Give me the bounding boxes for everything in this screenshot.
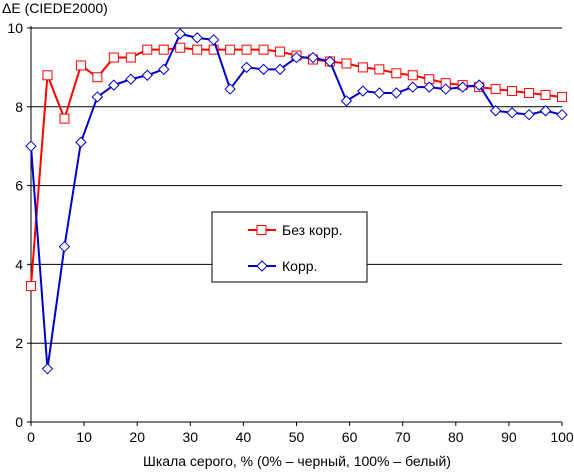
- data-point: [225, 44, 236, 55]
- data-point: [58, 240, 71, 253]
- y-tick-label: 6: [15, 178, 23, 194]
- legend: Без корр. Корр.: [211, 211, 368, 283]
- data-point: [557, 91, 567, 102]
- x-tick-label: 20: [129, 429, 145, 445]
- x-tick-label: 30: [183, 429, 199, 445]
- data-point: [92, 72, 103, 83]
- y-tick-label: 10: [7, 20, 23, 36]
- x-tick-label: 50: [289, 429, 305, 445]
- data-point: [340, 95, 353, 107]
- data-point: [489, 105, 502, 117]
- data-point: [142, 44, 153, 55]
- data-point: [108, 79, 120, 91]
- data-point: [524, 88, 535, 99]
- data-point: [240, 61, 253, 74]
- data-point: [540, 89, 551, 100]
- axes: [27, 26, 563, 426]
- y-tick-label: 8: [15, 99, 23, 115]
- data-point: [506, 107, 518, 119]
- data-point: [440, 83, 452, 95]
- x-tick-label: 0: [27, 429, 35, 445]
- data-point: [141, 69, 153, 81]
- x-tick-label: 40: [236, 429, 252, 445]
- data-point: [274, 63, 286, 76]
- x-axis-label: Шкала серого, % (0% – черный, 100% – бел…: [143, 453, 451, 469]
- x-tick-label: 90: [501, 429, 517, 445]
- legend-marker-square: [256, 225, 267, 235]
- y-tick-labels: 0 2 4 6 8 10: [7, 20, 23, 430]
- data-point: [324, 55, 336, 68]
- data-point: [374, 64, 385, 75]
- legend-marker-diamond: [256, 260, 268, 272]
- data-point: [25, 140, 37, 152]
- legend-label-bez-korr: Без корр.: [282, 222, 343, 238]
- x-tick-label: 10: [76, 429, 92, 445]
- data-point: [556, 108, 568, 121]
- data-point: [391, 68, 402, 79]
- data-point: [275, 46, 286, 57]
- data-point: [290, 51, 303, 64]
- data-point: [390, 87, 403, 99]
- data-point: [423, 81, 435, 93]
- data-point: [373, 87, 386, 99]
- x-tick-labels: 0 10 20 30 40 50 60 70 80 90 100: [27, 429, 574, 445]
- y-tick-label: 2: [15, 335, 23, 351]
- data-point: [158, 63, 170, 76]
- grid-lines: [31, 27, 562, 344]
- data-point: [407, 81, 419, 93]
- data-point: [473, 79, 485, 91]
- data-point: [174, 28, 186, 40]
- data-point: [125, 73, 137, 85]
- data-point: [241, 44, 252, 55]
- y-tick-label: 4: [15, 256, 23, 272]
- data-point: [207, 34, 220, 46]
- data-point: [192, 44, 203, 55]
- data-point: [175, 42, 186, 53]
- data-point: [224, 83, 236, 95]
- data-point: [75, 60, 86, 71]
- data-point: [158, 44, 169, 55]
- legend-box: [211, 211, 368, 283]
- data-point: [257, 63, 270, 76]
- data-point: [258, 44, 269, 55]
- data-point: [456, 81, 469, 93]
- data-point: [307, 51, 319, 64]
- data-point: [507, 86, 518, 97]
- data-point: [341, 58, 352, 69]
- data-point: [108, 52, 119, 63]
- data-point: [357, 62, 368, 73]
- x-tick-label: 60: [342, 429, 358, 445]
- y-tick-label: 0: [15, 414, 23, 430]
- legend-label-korr: Корр.: [282, 258, 317, 274]
- x-tick-label: 80: [448, 429, 464, 445]
- data-point: [26, 281, 36, 292]
- data-point: [407, 70, 418, 81]
- series: [25, 28, 568, 375]
- data-point: [91, 91, 104, 103]
- y-axis-label: ΔE (CIEDE2000): [2, 0, 108, 16]
- data-point: [125, 52, 136, 63]
- data-point: [42, 70, 53, 81]
- data-point: [523, 108, 535, 121]
- series-1: [25, 28, 568, 375]
- data-point: [490, 84, 501, 95]
- data-point: [191, 32, 203, 44]
- x-tick-label: 70: [395, 429, 411, 445]
- data-point: [41, 363, 54, 375]
- data-point: [357, 85, 369, 97]
- data-point: [75, 136, 87, 148]
- data-point: [539, 105, 552, 117]
- x-tick-label: 100: [550, 429, 574, 445]
- data-point: [59, 113, 70, 124]
